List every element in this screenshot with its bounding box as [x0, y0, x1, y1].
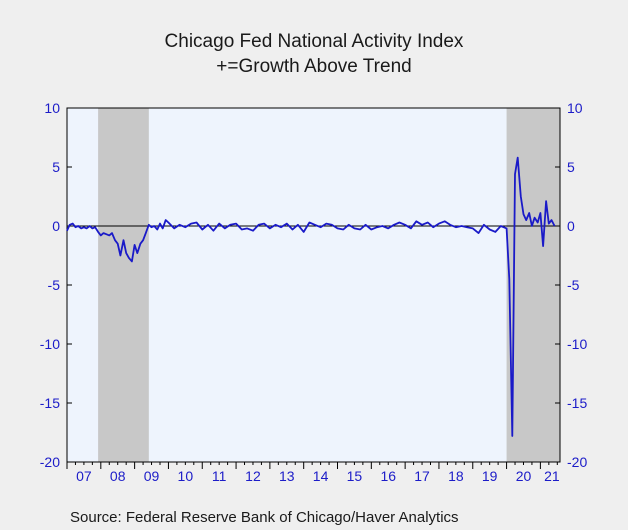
chart-title: Chicago Fed National Activity Index: [164, 31, 464, 52]
x-tick-label: 15: [347, 468, 363, 484]
y-tick-label-right: 10: [567, 100, 583, 116]
y-tick-label-left: -15: [40, 395, 60, 411]
x-tick-label: 07: [76, 468, 92, 484]
x-tick-label: 17: [414, 468, 430, 484]
source-note: Source: Federal Reserve Bank of Chicago/…: [70, 509, 459, 526]
plot-area: 10 10 5 5 0 0 -5 -5 -10 -10 -15 -15 -20 -20 07 08 09 10 11…: [40, 100, 588, 484]
x-tick-label: 10: [178, 468, 194, 484]
y-tick-label-left: 0: [52, 218, 60, 234]
x-tick-label: 21: [544, 468, 560, 484]
x-tick-label: 19: [482, 468, 498, 484]
x-tick-label: 13: [279, 468, 295, 484]
y-tick-label-right: -20: [567, 454, 587, 470]
x-tick-label: 11: [212, 468, 227, 484]
y-tick-label-right: -5: [567, 277, 580, 293]
x-tick-label: 16: [380, 468, 396, 484]
x-tick-label: 08: [110, 468, 126, 484]
x-tick-label: 09: [144, 468, 160, 484]
x-tick-label: 18: [448, 468, 464, 484]
plot-background: [67, 108, 560, 462]
x-tick-label: 20: [516, 468, 532, 484]
y-tick-label-left: 5: [52, 159, 60, 175]
y-tick-label-right: 0: [567, 218, 575, 234]
x-tick-label: 12: [245, 468, 261, 484]
y-tick-label-right: -15: [567, 395, 587, 411]
chart-subtitle: +=Growth Above Trend: [216, 56, 412, 77]
recession-band: [98, 108, 149, 462]
y-tick-label-right: -10: [567, 336, 587, 352]
y-tick-label-left: -20: [40, 454, 60, 470]
x-tick-label: 14: [313, 468, 329, 484]
y-tick-label-left: -5: [48, 277, 61, 293]
y-tick-label-left: -10: [40, 336, 60, 352]
y-tick-label-right: 5: [567, 159, 575, 175]
y-tick-label-left: 10: [44, 100, 60, 116]
series-line: [66, 156, 556, 437]
